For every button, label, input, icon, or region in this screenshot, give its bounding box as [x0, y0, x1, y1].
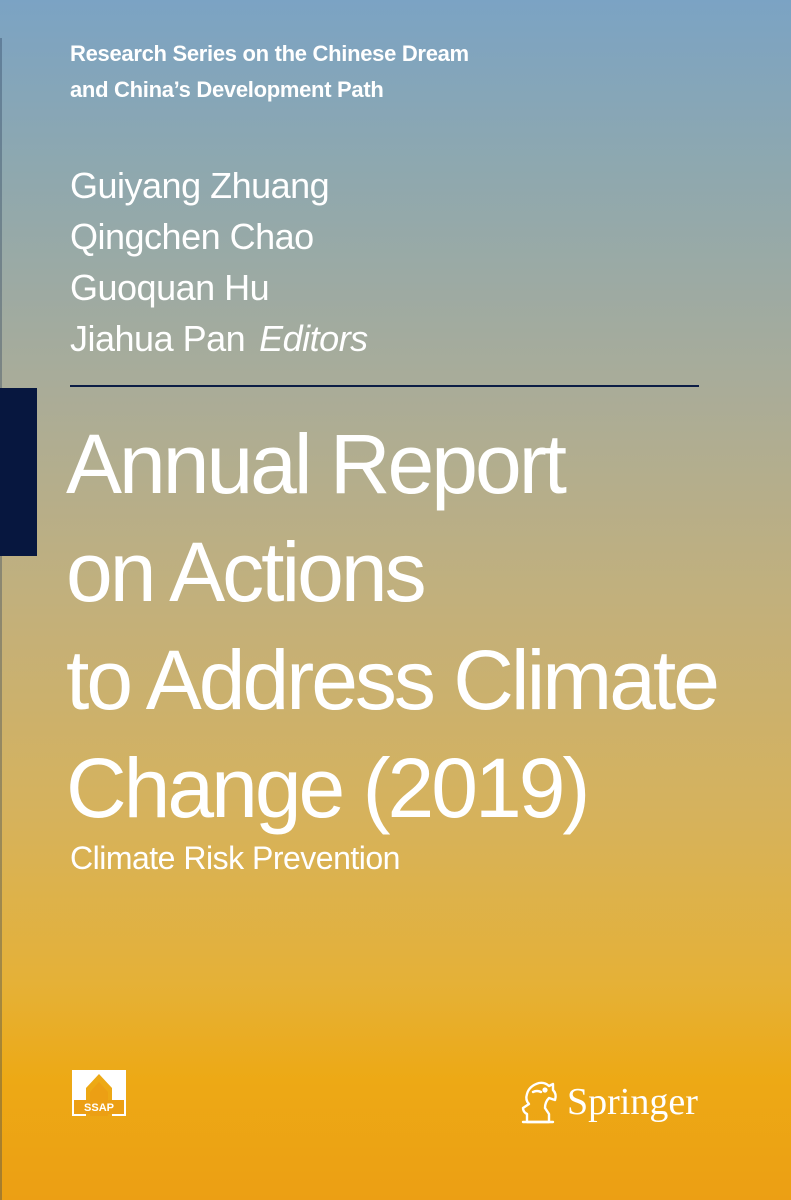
book-title-line: Change (2019) — [66, 741, 590, 835]
editor-name: Qingchen Chao — [70, 216, 314, 257]
divider-rule — [70, 385, 699, 387]
book-title-line: to Address Climate — [66, 633, 720, 727]
series-title-line-1: Research Series on the Chinese Dream — [70, 41, 469, 66]
editors-role: Editors — [259, 318, 368, 359]
editor-last-line: Jiahua Pan Editors — [70, 313, 710, 364]
svg-text:SSAP: SSAP — [84, 1102, 114, 1114]
editor-name: Jiahua Pan — [70, 318, 246, 359]
editor-name: Guiyang Zhuang — [70, 165, 330, 206]
ssap-logo-icon: SSAP — [72, 1070, 126, 1116]
book-subtitle: Climate Risk Prevention — [70, 840, 400, 876]
cover-edge — [0, 38, 2, 1200]
springer-logo: Springer — [515, 1076, 698, 1128]
editor-name: Guoquan Hu — [70, 267, 270, 308]
springer-horse-icon — [521, 1081, 557, 1124]
book-title-line: Annual Report — [66, 417, 567, 511]
series-title-line-2: and China’s Development Path — [70, 77, 384, 102]
series-title: Research Series on the Chinese Dream and… — [70, 36, 710, 108]
editors-block: Guiyang Zhuang Qingchen Chao Guoquan Hu … — [70, 160, 710, 364]
book-title: Annual Report on Actions to Address Clim… — [66, 410, 766, 842]
book-title-line: on Actions — [66, 525, 427, 619]
cover-tab-bar — [0, 388, 37, 556]
springer-wordmark: Springer — [567, 1081, 698, 1123]
